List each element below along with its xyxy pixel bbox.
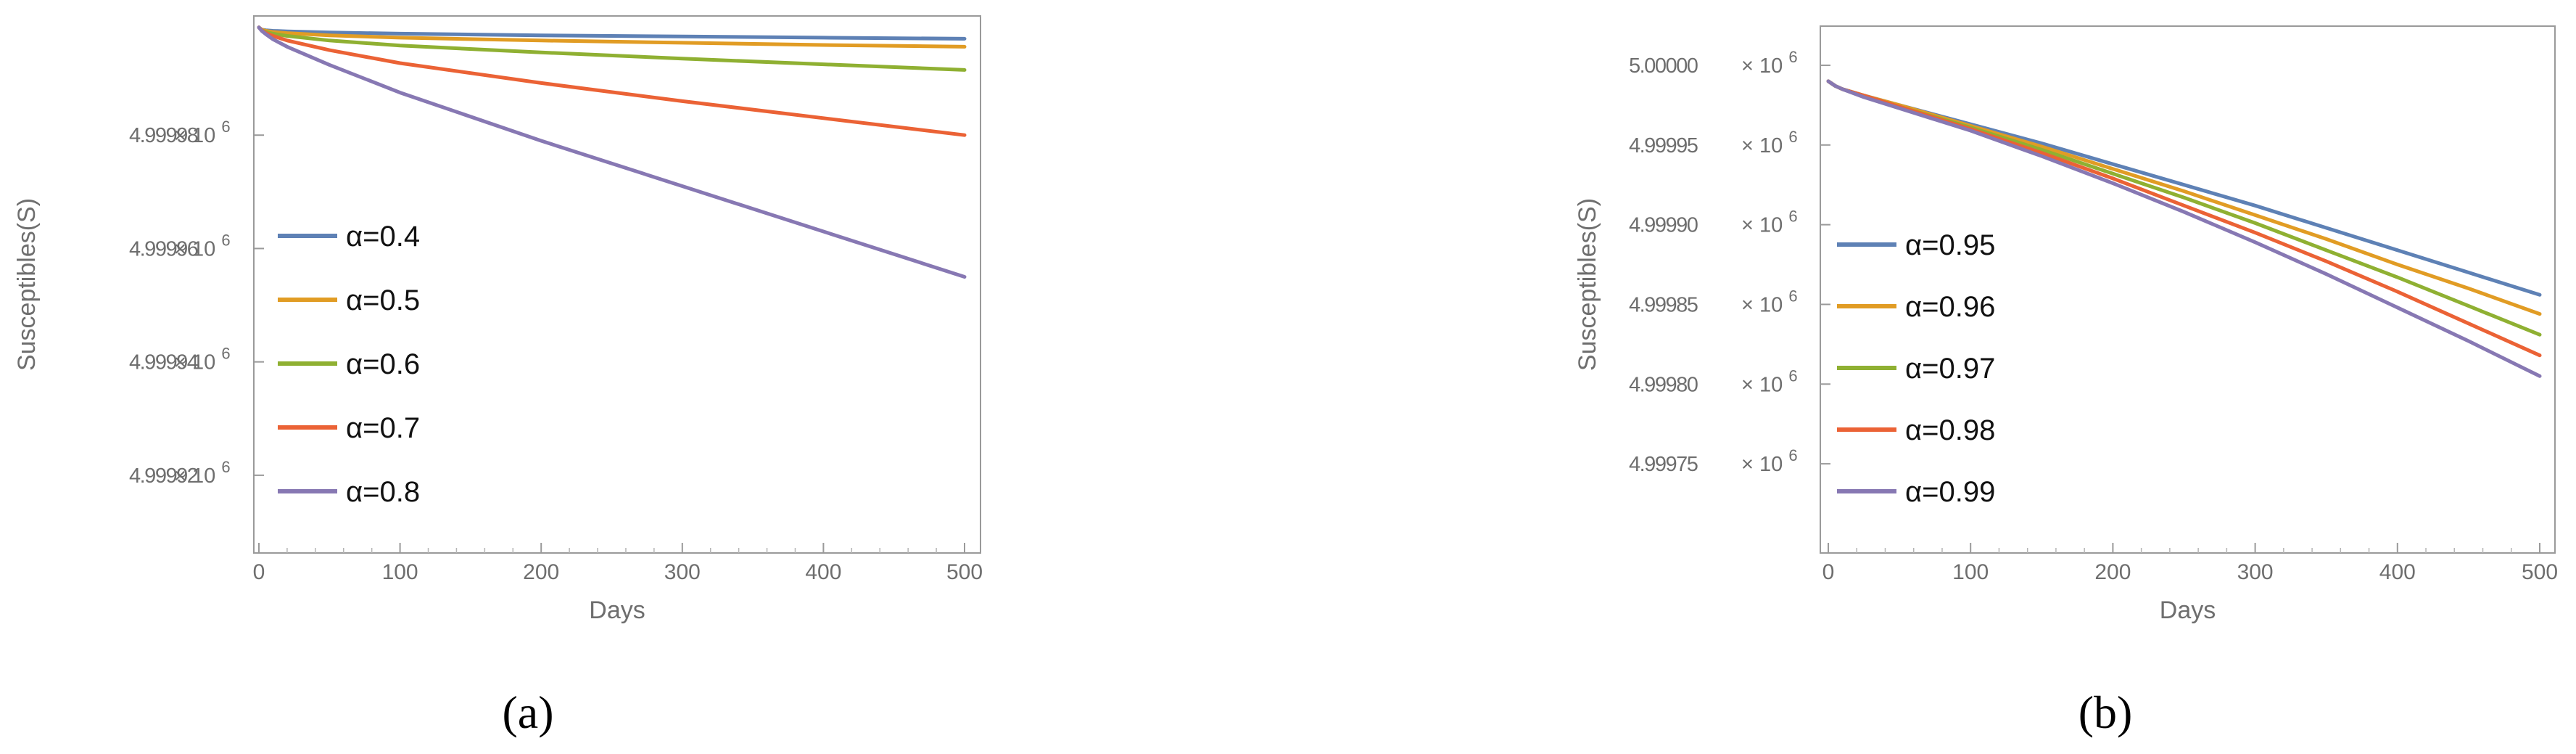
y-tick-label: 4.99975	[1629, 453, 1698, 476]
legend-label: α=0.7	[346, 412, 420, 444]
x-tick-label: 0	[1822, 560, 1835, 584]
x-tick-label: 100	[1952, 560, 1989, 584]
plot-frame	[1820, 25, 2556, 554]
series-line-5	[1826, 79, 2542, 378]
x-tick-label: 200	[523, 560, 559, 584]
x-axis-label: Days	[589, 597, 645, 624]
y-tick-multiplier: × 10 6	[1741, 366, 1798, 396]
x-tick-label: 0	[253, 560, 265, 584]
x-tick-label: 400	[805, 560, 841, 584]
legend: α=0.4 α=0.5 α=0.6 α=0.7 α=0.8	[278, 221, 420, 508]
x-tick-label: 300	[2237, 560, 2274, 584]
y-tick-multiplier: × 10 6	[1741, 446, 1798, 476]
x-axis-label: Days	[2160, 597, 2216, 624]
series-line-1	[1826, 79, 2542, 297]
y-tick-label: 4.99995	[1629, 134, 1698, 157]
y-tick-label: 4.99994	[129, 351, 199, 374]
y-tick-label: 4.99996	[129, 237, 198, 261]
legend-label: α=0.4	[346, 221, 420, 253]
legend-label: α=0.95	[1905, 229, 1995, 261]
legend-label: α=0.6	[346, 348, 420, 380]
y-tick-label: 4.99980	[1629, 373, 1698, 396]
panel-caption: (b)	[2078, 687, 2133, 738]
legend: α=0.95 α=0.96 α=0.97 α=0.98 α=0.99	[1837, 229, 1995, 508]
x-tick-label: 400	[2379, 560, 2416, 584]
x-tick-label: 300	[664, 560, 701, 584]
x-tick-label: 500	[2522, 560, 2558, 584]
x-tick-label: 200	[2094, 560, 2131, 584]
y-tick-multiplier: × 10 6	[1741, 128, 1798, 157]
chart-panel-b: 0 100 200 300 400 500 5.00000 × 10 6 4.99995 × 10…	[1574, 25, 2558, 738]
y-tick-multiplier: × 10 6	[1741, 48, 1798, 78]
panel-caption: (a)	[502, 687, 553, 738]
y-tick-label: 5.00000	[1629, 54, 1698, 78]
y-tick-multiplier: × 10 6	[174, 345, 231, 374]
series-line-5	[257, 25, 967, 279]
legend-label: α=0.96	[1905, 291, 1995, 323]
legend-label: α=0.98	[1905, 414, 1995, 446]
y-axis-label: Susceptibles(S)	[1574, 198, 1601, 371]
y-tick-multiplier: × 10 6	[174, 458, 231, 488]
y-tick-multiplier: × 10 6	[174, 231, 231, 261]
y-tick-label: 4.99998	[129, 124, 198, 147]
x-tick-label: 100	[382, 560, 418, 584]
legend-label: α=0.8	[346, 476, 420, 508]
y-tick-label: 4.99992	[129, 464, 198, 488]
plot-frame	[253, 15, 981, 554]
y-tick-label: 4.99985	[1629, 293, 1698, 316]
legend-label: α=0.97	[1905, 353, 1995, 385]
x-tick-label: 500	[946, 560, 983, 584]
y-tick-label: 4.99990	[1629, 214, 1698, 237]
legend-label: α=0.5	[346, 284, 420, 316]
y-tick-multiplier: × 10 6	[1741, 208, 1798, 237]
legend-label: α=0.99	[1905, 476, 1995, 508]
y-axis-label: Susceptibles(S)	[13, 198, 41, 371]
y-tick-multiplier: × 10 6	[1741, 287, 1798, 316]
y-tick-multiplier: × 10 6	[174, 118, 231, 147]
